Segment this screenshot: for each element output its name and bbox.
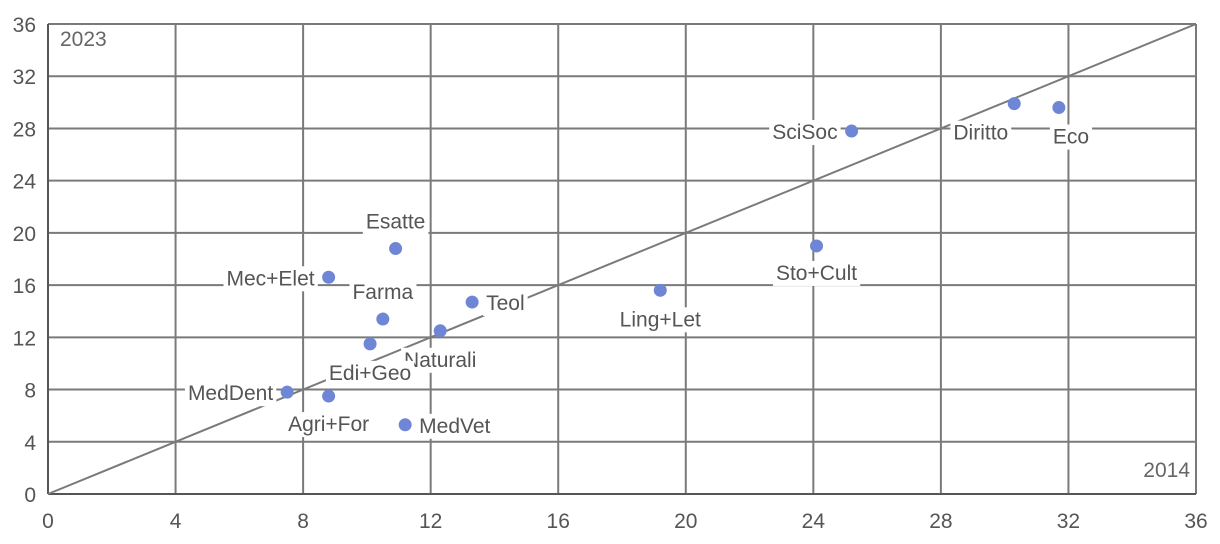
data-point-meddent [280, 385, 294, 399]
point-label-esatte: Esatte [366, 211, 426, 234]
x-tick-label-20: 20 [674, 510, 697, 533]
y-tick-label-8: 8 [24, 380, 36, 403]
x-tick-label-28: 28 [929, 510, 952, 533]
point-label-bg-esatte [362, 209, 429, 235]
data-point-teol [465, 295, 479, 309]
y-tick-label-28: 28 [13, 118, 36, 141]
point-label-ling-let: Ling+Let [620, 308, 701, 331]
point-label-naturali: Naturali [404, 349, 476, 372]
x-tick-label-8: 8 [297, 510, 309, 533]
point-label-diritto: Diritto [953, 122, 1008, 145]
point-label-scisoc: SciSoc [772, 121, 837, 144]
point-label-bg-medvet [416, 413, 494, 439]
point-label-bg-eco [1049, 124, 1093, 150]
point-label-sto-cult: Sto+Cult [776, 262, 857, 285]
point-label-bg-farma [349, 280, 417, 306]
point-label-bg-sto-cult [772, 260, 861, 286]
x-tick-label-32: 32 [1057, 510, 1080, 533]
y-tick-label-0: 0 [24, 484, 36, 507]
point-label-bg-teol [483, 291, 528, 317]
y-tick-label-36: 36 [13, 14, 36, 37]
point-label-meddent: MedDent [188, 382, 273, 405]
data-point-medvet [398, 418, 412, 432]
data-point-edi-geo [363, 337, 377, 351]
x-tick-label-12: 12 [419, 510, 442, 533]
point-label-teol: Teol [486, 292, 525, 315]
point-label-edi-geo: Edi+Geo [329, 362, 411, 385]
y-tick-label-4: 4 [24, 432, 36, 455]
point-layer [280, 97, 1066, 432]
point-label-bg-agri-for [285, 412, 373, 438]
point-label-agri-for: Agri+For [288, 413, 369, 436]
data-point-mec-elet [322, 270, 336, 284]
reference-line-layer [47, 23, 1197, 495]
reference-line-y-equals-x [47, 23, 1197, 495]
data-point-scisoc [845, 124, 859, 138]
corner-label-2023: 2023 [60, 28, 107, 51]
data-point-agri-for [322, 389, 336, 403]
axis-layer [47, 24, 1196, 495]
point-label-eco: Eco [1053, 126, 1089, 149]
data-point-eco [1052, 101, 1066, 115]
y-tick-label-32: 32 [13, 66, 36, 89]
data-point-diritto [1007, 97, 1021, 111]
y-tick-label-20: 20 [13, 223, 36, 246]
data-point-esatte [389, 242, 403, 256]
data-point-naturali [433, 324, 447, 338]
y-tick-label-24: 24 [13, 171, 37, 194]
point-label-layer: Diritto Eco SciSoc Sto+Cult Ling+Let Teol Esat… [184, 120, 1093, 439]
point-label-bg-meddent [184, 381, 277, 407]
y-tick-label-12: 12 [13, 327, 36, 350]
data-point-ling-let [653, 283, 667, 297]
tick-label-layer: 0 4 8 12 16 20 24 28 32 36 0 4 8 12 16 20 24 28 32 36 [13, 14, 1208, 533]
point-label-bg-mec-elet [223, 266, 318, 292]
point-label-bg-diritto [950, 120, 1012, 146]
x-tick-label-16: 16 [547, 510, 570, 533]
point-label-farma: Farma [352, 281, 413, 304]
y-tick-label-16: 16 [13, 275, 36, 298]
x-tick-label-24: 24 [802, 510, 826, 533]
data-point-farma [376, 312, 390, 326]
x-tick-label-0: 0 [42, 510, 54, 533]
point-label-bg-scisoc [769, 120, 841, 146]
x-tick-label-4: 4 [170, 510, 182, 533]
data-point-sto-cult [810, 239, 824, 253]
x-tick-label-36: 36 [1184, 510, 1207, 533]
point-label-mec-elet: Mec+Elet [226, 267, 314, 290]
point-label-bg-edi-geo [325, 360, 415, 386]
corner-label-2014: 2014 [1143, 459, 1190, 482]
point-label-bg-ling-let [616, 307, 705, 333]
point-label-medvet: MedVet [419, 415, 490, 438]
